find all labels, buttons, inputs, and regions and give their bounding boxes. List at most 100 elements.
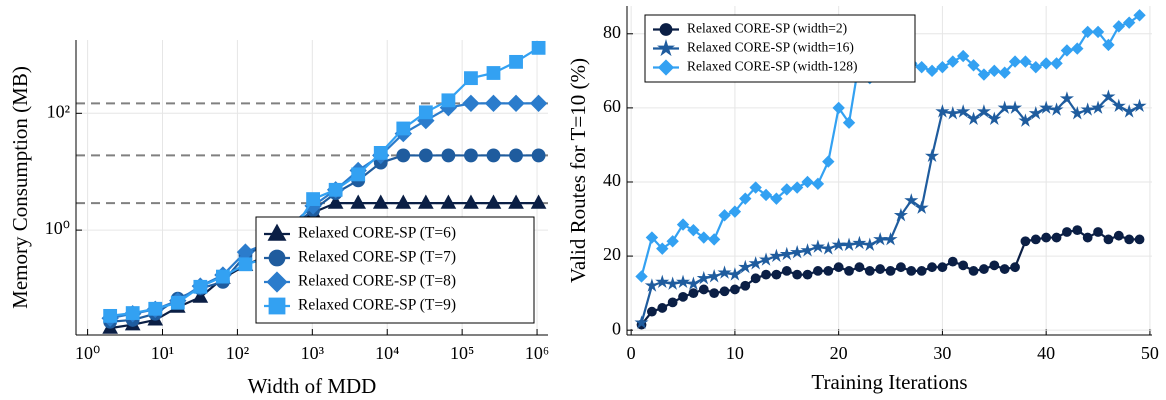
data-point — [1050, 57, 1063, 70]
data-point — [916, 266, 927, 276]
data-point — [841, 237, 857, 251]
data-point — [507, 94, 525, 113]
data-point — [748, 256, 763, 270]
data-point — [1122, 16, 1136, 29]
data-point — [1111, 98, 1126, 113]
data-point — [842, 116, 856, 129]
data-point — [327, 194, 344, 209]
data-point — [707, 233, 721, 246]
data-point — [1091, 25, 1105, 39]
data-point — [811, 177, 825, 191]
data-point — [1030, 234, 1041, 245]
data-point — [758, 252, 774, 266]
data-point — [833, 262, 844, 273]
data-point — [935, 104, 950, 118]
data-point — [864, 266, 875, 276]
data-point — [1029, 60, 1042, 74]
data-point — [350, 194, 367, 209]
data-point — [740, 280, 751, 291]
data-point — [792, 269, 803, 280]
data-point — [976, 104, 991, 118]
data-point — [655, 274, 670, 289]
data-point — [306, 192, 321, 206]
data-point — [779, 246, 794, 261]
data-point — [193, 279, 208, 294]
legend-label: Relaxed CORE-SP (T=9) — [298, 297, 456, 314]
legend-marker — [268, 249, 286, 267]
data-point — [418, 148, 433, 163]
data-point — [1019, 55, 1032, 68]
data-point — [1010, 262, 1020, 273]
legend-box — [255, 216, 535, 324]
legend-label: Relaxed CORE-SP (T=8) — [298, 273, 456, 290]
data-point — [790, 181, 804, 194]
data-point — [956, 104, 971, 118]
data-point — [657, 303, 668, 313]
y-tick-label: 40 — [603, 170, 621, 190]
data-point — [862, 237, 877, 251]
data-point — [418, 194, 434, 209]
y-tick-label: 60 — [603, 96, 621, 116]
data-point — [372, 194, 389, 209]
data-point — [645, 231, 659, 244]
data-point — [675, 274, 691, 289]
x-tick-label: 10³ — [301, 343, 325, 363]
data-point — [801, 175, 814, 189]
data-point — [529, 94, 548, 113]
x-tick-label: 50 — [1141, 343, 1159, 363]
data-point — [813, 266, 823, 276]
y-axis-label: Valid Routes for T=10 (%) — [566, 58, 590, 283]
data-point — [728, 205, 742, 218]
data-point — [924, 148, 940, 163]
data-point — [1039, 57, 1053, 70]
legend-marker — [267, 223, 287, 241]
data-point — [484, 94, 503, 113]
data-point — [508, 194, 524, 209]
data-point — [904, 193, 919, 207]
data-point — [192, 288, 209, 303]
legend-label: Relaxed CORE-SP (T=7) — [298, 249, 456, 266]
legend-label: Relaxed CORE-SP (T=6) — [298, 225, 456, 242]
data-point — [1093, 227, 1103, 237]
data-point — [988, 64, 1001, 78]
data-point — [738, 259, 753, 274]
x-tick-label: 10 — [726, 343, 744, 363]
x-tick-label: 10⁶ — [525, 343, 549, 363]
x-tick-label: 0 — [627, 343, 636, 363]
data-point — [103, 308, 118, 323]
data-point — [885, 266, 896, 276]
data-point — [1072, 225, 1083, 236]
data-point — [1008, 55, 1022, 68]
legend-marker — [266, 271, 288, 293]
x-tick-label: 10⁰ — [75, 343, 100, 363]
data-point — [749, 181, 762, 194]
data-point — [531, 148, 546, 163]
data-point — [956, 49, 970, 63]
x-tick-label: 10⁵ — [450, 343, 474, 363]
data-point — [989, 260, 1000, 271]
data-point — [635, 270, 648, 283]
data-point — [1082, 232, 1093, 243]
data-point — [800, 243, 815, 257]
data-point — [531, 40, 546, 55]
y-tick-label: 10² — [47, 101, 70, 121]
legend-label: Relaxed CORE-SP (width-128) — [687, 59, 857, 74]
data-point — [1132, 98, 1147, 113]
data-point — [967, 59, 980, 72]
data-point — [717, 265, 732, 279]
legend-marker — [268, 297, 286, 315]
data-point — [718, 209, 731, 222]
data-point — [822, 155, 835, 168]
data-point — [968, 266, 979, 276]
data-point — [1113, 230, 1124, 241]
data-point — [696, 270, 711, 285]
data-point — [463, 194, 479, 209]
data-point — [125, 306, 140, 320]
data-point — [1070, 106, 1085, 120]
data-point — [771, 269, 782, 280]
data-point — [947, 256, 958, 267]
x-tick-label: 10² — [226, 343, 249, 363]
data-point — [979, 264, 989, 274]
data-point — [688, 288, 699, 299]
legend-label: Relaxed CORE-SP (width=2) — [687, 21, 847, 36]
